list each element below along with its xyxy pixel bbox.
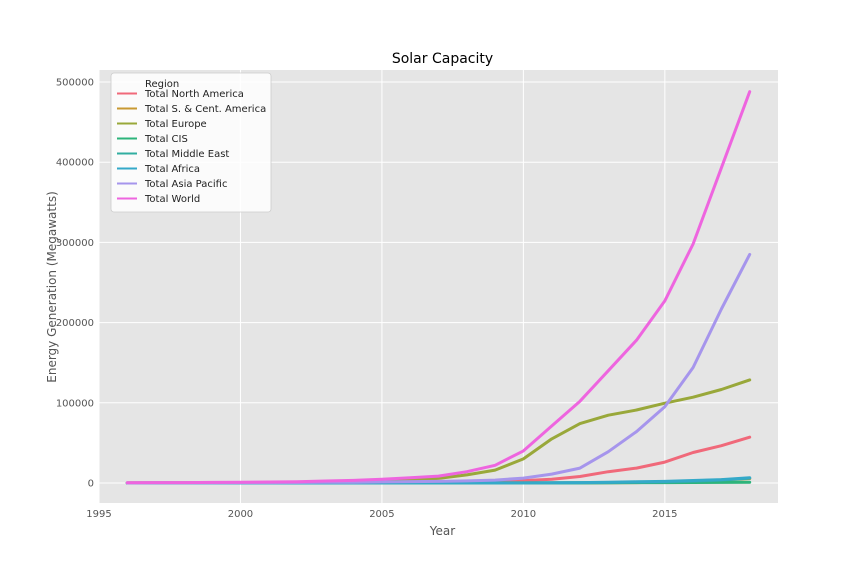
legend-title: Region <box>145 79 179 90</box>
x-tick-label: 2015 <box>652 509 677 520</box>
y-axis-title: Energy Generation (Megawatts) <box>45 191 59 382</box>
series-lines <box>125 90 752 485</box>
tick-labels: 1995 2000 2005 2010 2015 0 100000 200000 300000 4… <box>56 78 678 520</box>
x-tick-label: 2005 <box>369 509 394 520</box>
x-tick-label: 2000 <box>228 509 253 520</box>
legend-label-total-world: Total World <box>144 194 200 205</box>
legend: Region Total North America Total S. & Cen… <box>110 72 272 213</box>
legend-label-total-asia-pacific: Total Asia Pacific <box>144 179 227 190</box>
legend-label-total-africa: Total Africa <box>144 164 200 175</box>
legend-label-total-s-cent-america: Total S. & Cent. America <box>144 104 266 115</box>
grid-lines <box>98 70 778 503</box>
y-tick-label: 400000 <box>56 158 94 169</box>
x-tick-label: 1995 <box>86 509 111 520</box>
chart-title: Solar Capacity <box>392 51 493 67</box>
series-line-total-world <box>125 90 752 485</box>
y-tick-label: 300000 <box>56 238 94 249</box>
legend-label-total-middle-east: Total Middle East <box>144 149 229 160</box>
legend-label-total-europe: Total Europe <box>144 119 207 130</box>
y-tick-label: 200000 <box>56 318 94 329</box>
legend-label-total-cis: Total CIS <box>144 134 188 145</box>
legend-label-total-north-america: Total North America <box>144 89 244 100</box>
y-tick-label: 100000 <box>56 398 94 409</box>
x-axis-title: Year <box>429 524 455 538</box>
y-tick-label: 0 <box>88 478 94 489</box>
legend-box <box>110 72 272 213</box>
x-tick-label: 2010 <box>511 509 536 520</box>
y-tick-label: 500000 <box>56 78 94 89</box>
